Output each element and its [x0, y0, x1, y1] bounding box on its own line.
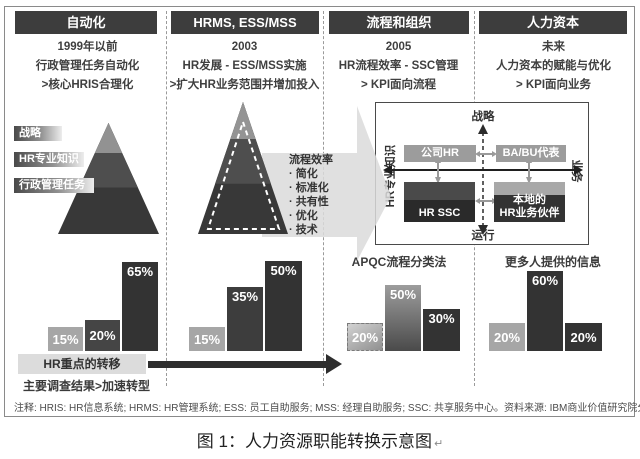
bar-15pct: 15% [189, 327, 225, 351]
column-divider-1 [166, 11, 167, 386]
column-line2: >扩大HR业务范围并增加投入 [169, 79, 320, 91]
column-header-hrms: HRMS, ESS/MSS [171, 11, 319, 34]
column-line2: > KPI面向业务 [515, 79, 592, 91]
bar-30pct: 30% [423, 309, 460, 351]
column-line2: > KPI面向流程 [360, 79, 437, 91]
bar-group-title-apqc: APQC流程分类法 [351, 255, 447, 269]
bar-35pct: 35% [227, 287, 263, 351]
pyramid-label-admin-tasks: 行政管理任务 [14, 178, 94, 193]
survey-finding-text: 主要调查结果>加速转型 [23, 379, 151, 393]
hr-matrix: 战略 运行 HR专业知识 业务 公司HR [375, 102, 589, 245]
footnote: 注释: HRIS: HR信息系统; HRMS: HR管理系统; ESS: 员工自… [14, 403, 640, 414]
bar-20pct: 20% [85, 320, 120, 351]
figure-frame: 自动化 HRMS, ESS/MSS 流程和组织 人力资本 1999年以前 行政管… [4, 6, 640, 417]
pyramid-label-hr-expertise: HR专业知识 [14, 152, 84, 167]
column-header-process-org: 流程和组织 [329, 11, 469, 34]
quadrant-strip [494, 182, 565, 195]
quadrant-local-hr-partner: 本地的 HR业务伙伴 [494, 182, 565, 222]
pyramid-label-strategy: 战略 [14, 126, 62, 141]
shift-arrow-shaft [148, 361, 326, 368]
quadrant-local-line2: HR业务伙伴 [499, 207, 560, 219]
column-sub-hrms: 2003 HR发展 - ESS/MSS实施 >扩大HR业务范围并增加投入 [166, 38, 323, 95]
column-line1: HR发展 - ESS/MSS实施 [182, 60, 307, 72]
process-item: · 共有性 [289, 196, 329, 208]
bar-65pct: 65% [122, 262, 158, 351]
bar-20pct: 20% [489, 323, 525, 351]
column-sub-human-capital: 未来 人力资本的赋能与优化 > KPI面向业务 [474, 38, 633, 95]
period-label: 2003 [231, 41, 258, 53]
column-sub-automation: 1999年以前 行政管理任务自动化 >核心HRIS合理化 [9, 38, 166, 95]
quadrant-corporate-hr: 公司HR [404, 145, 476, 162]
column-line1: 行政管理任务自动化 [35, 60, 140, 72]
period-label: 1999年以前 [57, 41, 118, 53]
column-header-automation: 自动化 [15, 11, 157, 34]
process-item: · 技术 [289, 224, 318, 236]
column-line2: >核心HRIS合理化 [41, 79, 134, 91]
quadrant-local-line1: 本地的 [513, 194, 546, 206]
matrix-axes-arrows-icon [383, 124, 583, 235]
quadrant-ba-bu-rep: BA/BU代表 [496, 145, 566, 162]
caption-text: 图 1：人力资源职能转换示意图 [196, 432, 432, 451]
column-line1: 人力资本的赋能与优化 [496, 60, 611, 72]
process-list-title: 流程效率 [289, 154, 333, 166]
hr-focus-shift-box: HR重点的转移 [18, 354, 146, 374]
pyramid-middle-icon [198, 102, 288, 234]
process-item: · 优化 [289, 210, 318, 222]
bar-20pct: 20% [565, 323, 602, 351]
bar-60pct: 60% [527, 271, 563, 351]
column-sub-process-org: 2005 HR流程效率 - SSC管理 > KPI面向流程 [323, 38, 474, 95]
bar-50pct: 50% [385, 285, 421, 351]
bar-20pct: 20% [347, 323, 383, 351]
process-item: · 标准化 [289, 182, 329, 194]
period-label: 2005 [385, 41, 412, 53]
quadrant-hr-ssc: HR SSC [404, 182, 475, 222]
shift-arrow-head-icon [326, 354, 342, 374]
matrix-axis-bottom-label: 运行 [471, 230, 495, 242]
bar-15pct: 15% [48, 327, 83, 351]
column-header-human-capital: 人力资本 [479, 11, 627, 34]
process-efficiency-list: 流程效率 · 简化 · 标准化 · 共有性 · 优化 · 技术 [289, 153, 333, 237]
pyramid-left-icon [58, 123, 159, 234]
paragraph-mark-icon: ↵ [433, 438, 444, 450]
bar-group-title-more-info: 更多人提供的信息 [504, 255, 601, 269]
figure-caption: 图 1：人力资源职能转换示意图 ↵ [0, 427, 640, 452]
matrix-axis-top-label: 战略 [471, 111, 495, 123]
period-label: 未来 [542, 41, 565, 53]
bar-50pct: 50% [265, 261, 302, 351]
process-item: · 简化 [289, 168, 318, 180]
column-line1: HR流程效率 - SSC管理 [338, 60, 459, 72]
